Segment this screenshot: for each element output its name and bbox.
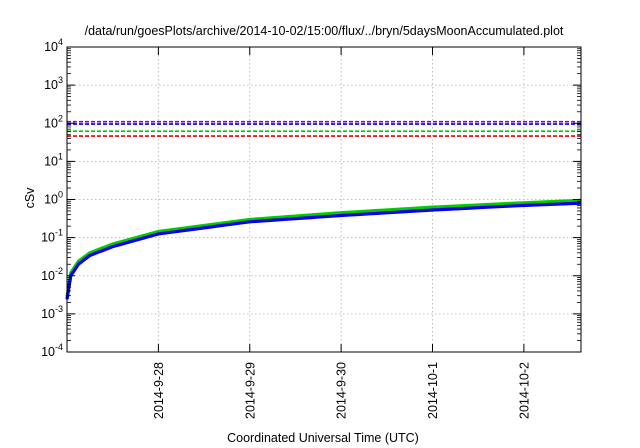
series-layer: [65, 120, 582, 300]
x-tick-label: 2014-9-30: [335, 362, 349, 419]
series-line: [65, 198, 582, 298]
x-tick-label: 2014-9-28: [152, 362, 166, 419]
x-tick-label: 2014-10-1: [426, 362, 440, 419]
ticks: [67, 46, 581, 353]
series-line: [65, 201, 582, 300]
y-axis-label: cSv: [23, 187, 37, 209]
chart-title: /data/run/goesPlots/archive/2014-10-02/1…: [85, 24, 564, 38]
x-tick-label: 2014-10-2: [517, 362, 531, 419]
grid: [67, 47, 581, 352]
x-axis-label: Coordinated Universal Time (UTC): [227, 431, 419, 445]
x-tick-label: 2014-9-29: [243, 362, 257, 419]
